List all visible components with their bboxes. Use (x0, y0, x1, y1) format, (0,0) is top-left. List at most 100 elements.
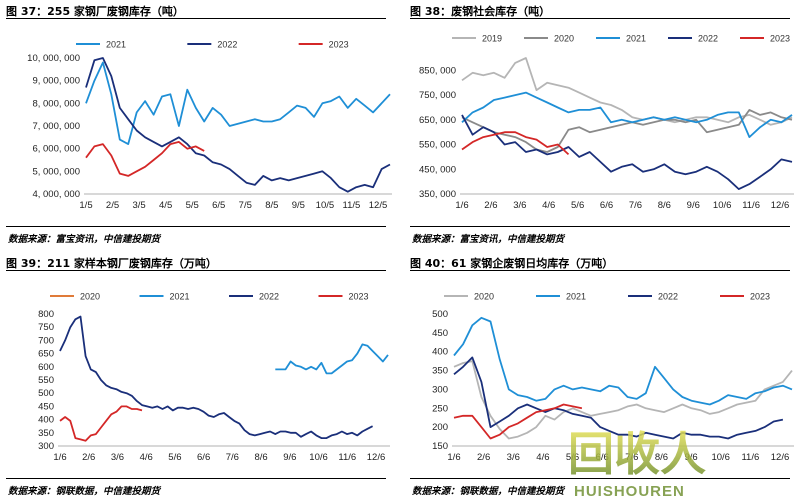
legend-label: 2021 (626, 34, 646, 44)
x-tick-label: 9/5 (292, 200, 305, 211)
y-tick-label: 750, 000 (419, 90, 456, 101)
x-tick-label: 6/6 (197, 452, 210, 463)
legend-label: 2020 (554, 34, 574, 44)
y-tick-label: 650, 000 (419, 115, 456, 126)
series-line-2021 (461, 91, 793, 138)
x-tick-label: 10/6 (711, 452, 730, 463)
legend-label: 2021 (566, 292, 586, 302)
recycle-logo-watermark: 回收人 HUISHOUREN (568, 428, 706, 500)
legend-label: 2023 (349, 292, 369, 302)
x-tick-label: 7/6 (625, 452, 638, 463)
x-tick-label: 2/6 (82, 452, 95, 463)
panel-scrap-211-mills: 图 39：211 家样本钢厂废钢库存（万吨） 2020 2021 2022 2023 3… (0, 252, 392, 502)
legend-label: 2022 (217, 40, 237, 50)
x-tick-label: 8/6 (658, 200, 671, 211)
x-tick-label: 11/6 (338, 452, 356, 463)
x-tick-label: 9/6 (687, 200, 700, 211)
y-tick-label: 700 (38, 335, 54, 346)
y-tick-label: 800 (38, 309, 54, 320)
x-tick-label: 4/6 (536, 452, 549, 463)
x-tick-label: 5/5 (186, 200, 199, 211)
y-tick-label: 6, 000, 000 (32, 144, 80, 155)
x-tick-label: 7/6 (629, 200, 642, 211)
chart-social-inventory: 2019 2020 2021 2022 2023 350, 000 450, 000 550,… (419, 34, 794, 211)
x-tick-label: 4/6 (140, 452, 153, 463)
y-tick-label: 350 (38, 428, 54, 439)
x-tick-label: 6/6 (596, 452, 609, 463)
y-tick-label: 550, 000 (419, 140, 456, 151)
x-tick-label: 1/6 (447, 452, 460, 463)
y-tick-label: 8, 000, 000 (32, 98, 80, 109)
x-tick-label: 3/6 (507, 452, 520, 463)
x-tick-label: 11/6 (742, 200, 760, 211)
chart-255-mills: 2021 2022 2023 4, 000, 000 5, 000, 000 6, 000… (27, 40, 392, 211)
y-tick-label: 450 (38, 401, 54, 412)
x-tick-label: 10/6 (713, 200, 732, 211)
y-tick-label: 400 (432, 347, 448, 358)
series-line-2022 (85, 57, 391, 193)
legend-label: 2022 (259, 292, 279, 302)
y-tick-label: 750 (38, 322, 54, 333)
legend-label: 2023 (329, 40, 349, 50)
x-tick-label: 5/6 (566, 452, 579, 463)
y-tick-label: 450, 000 (419, 164, 456, 175)
y-tick-label: 350, 000 (419, 189, 456, 200)
series-line-2022 (453, 356, 784, 440)
x-tick-label: 3/6 (513, 200, 526, 211)
x-tick-label: 8/5 (265, 200, 278, 211)
y-tick-label: 650 (38, 349, 54, 360)
x-tick-label: 6/6 (600, 200, 613, 211)
source-note: 数据来源：富宝资讯，中信建投期货 (412, 234, 565, 245)
chart-title: 图 39：211 家样本钢厂废钢库存（万吨） (6, 257, 217, 270)
y-tick-label: 600 (38, 362, 54, 373)
x-tick-label: 5/6 (571, 200, 584, 211)
x-tick-label: 5/6 (168, 452, 181, 463)
x-tick-label: 2/6 (484, 200, 497, 211)
y-tick-label: 10, 000, 000 (27, 53, 80, 64)
legend-label: 2022 (698, 34, 718, 44)
watermark-subtext: HUISHOUREN (574, 483, 685, 500)
legend-label: 2020 (80, 292, 100, 302)
chart-title: 图 40：61 家钢企废钢日均库存（万吨） (410, 257, 614, 270)
x-tick-label: 3/5 (132, 200, 145, 211)
y-tick-label: 300 (38, 441, 54, 452)
panel-scrap-61-mills-daily: 图 40：61 家钢企废钢日均库存（万吨） 2020 2021 2022 2023 15… (404, 252, 796, 502)
y-tick-label: 850, 000 (419, 65, 456, 76)
chart-title: 图 37：255 家钢厂废钢库存（吨） (6, 5, 184, 18)
series-line-2022 (59, 315, 374, 439)
source-note: 数据来源：钢联数据，中信建投期货 (8, 486, 161, 497)
x-tick-label: 11/5 (343, 200, 361, 211)
y-tick-label: 500 (38, 388, 54, 399)
y-tick-label: 250 (432, 403, 448, 414)
series-line-2021 (453, 316, 793, 406)
source-note: 数据来源：钢联数据，中信建投期货 (412, 486, 565, 497)
y-tick-label: 9, 000, 000 (32, 76, 80, 87)
legend-label: 2020 (474, 292, 494, 302)
x-tick-label: 4/6 (542, 200, 555, 211)
series-line-2023 (461, 131, 570, 156)
x-tick-label: 10/5 (316, 200, 335, 211)
x-tick-label: 12/6 (367, 452, 386, 463)
y-tick-label: 4, 000, 000 (32, 189, 80, 200)
x-tick-label: 3/6 (111, 452, 124, 463)
x-tick-label: 12/6 (771, 200, 790, 211)
x-tick-label: 9/6 (283, 452, 296, 463)
legend-label: 2023 (750, 292, 770, 302)
series-line-2020 (461, 109, 793, 153)
x-tick-label: 9/6 (684, 452, 697, 463)
x-tick-label: 12/6 (771, 452, 790, 463)
y-tick-label: 7, 000, 000 (32, 121, 80, 132)
x-tick-label: 12/5 (369, 200, 388, 211)
x-tick-label: 1/6 (455, 200, 468, 211)
chart-211-mills: 2020 2021 2022 2023 300 350 400 450 500 550 600 650… (38, 292, 390, 463)
legend-label: 2021 (106, 40, 126, 50)
y-tick-label: 450 (432, 328, 448, 339)
series-line-2021 (275, 343, 389, 375)
legend-label: 2023 (770, 34, 790, 44)
x-tick-label: 7/5 (239, 200, 252, 211)
y-tick-label: 550 (38, 375, 54, 386)
panel-scrap-social-inventory: 图 38：废钢社会库存（吨） 2019 2020 2021 2022 2023 350, … (404, 0, 796, 250)
y-tick-label: 300 (432, 384, 448, 395)
series-line-2021 (85, 61, 391, 145)
legend-label: 2021 (170, 292, 190, 302)
